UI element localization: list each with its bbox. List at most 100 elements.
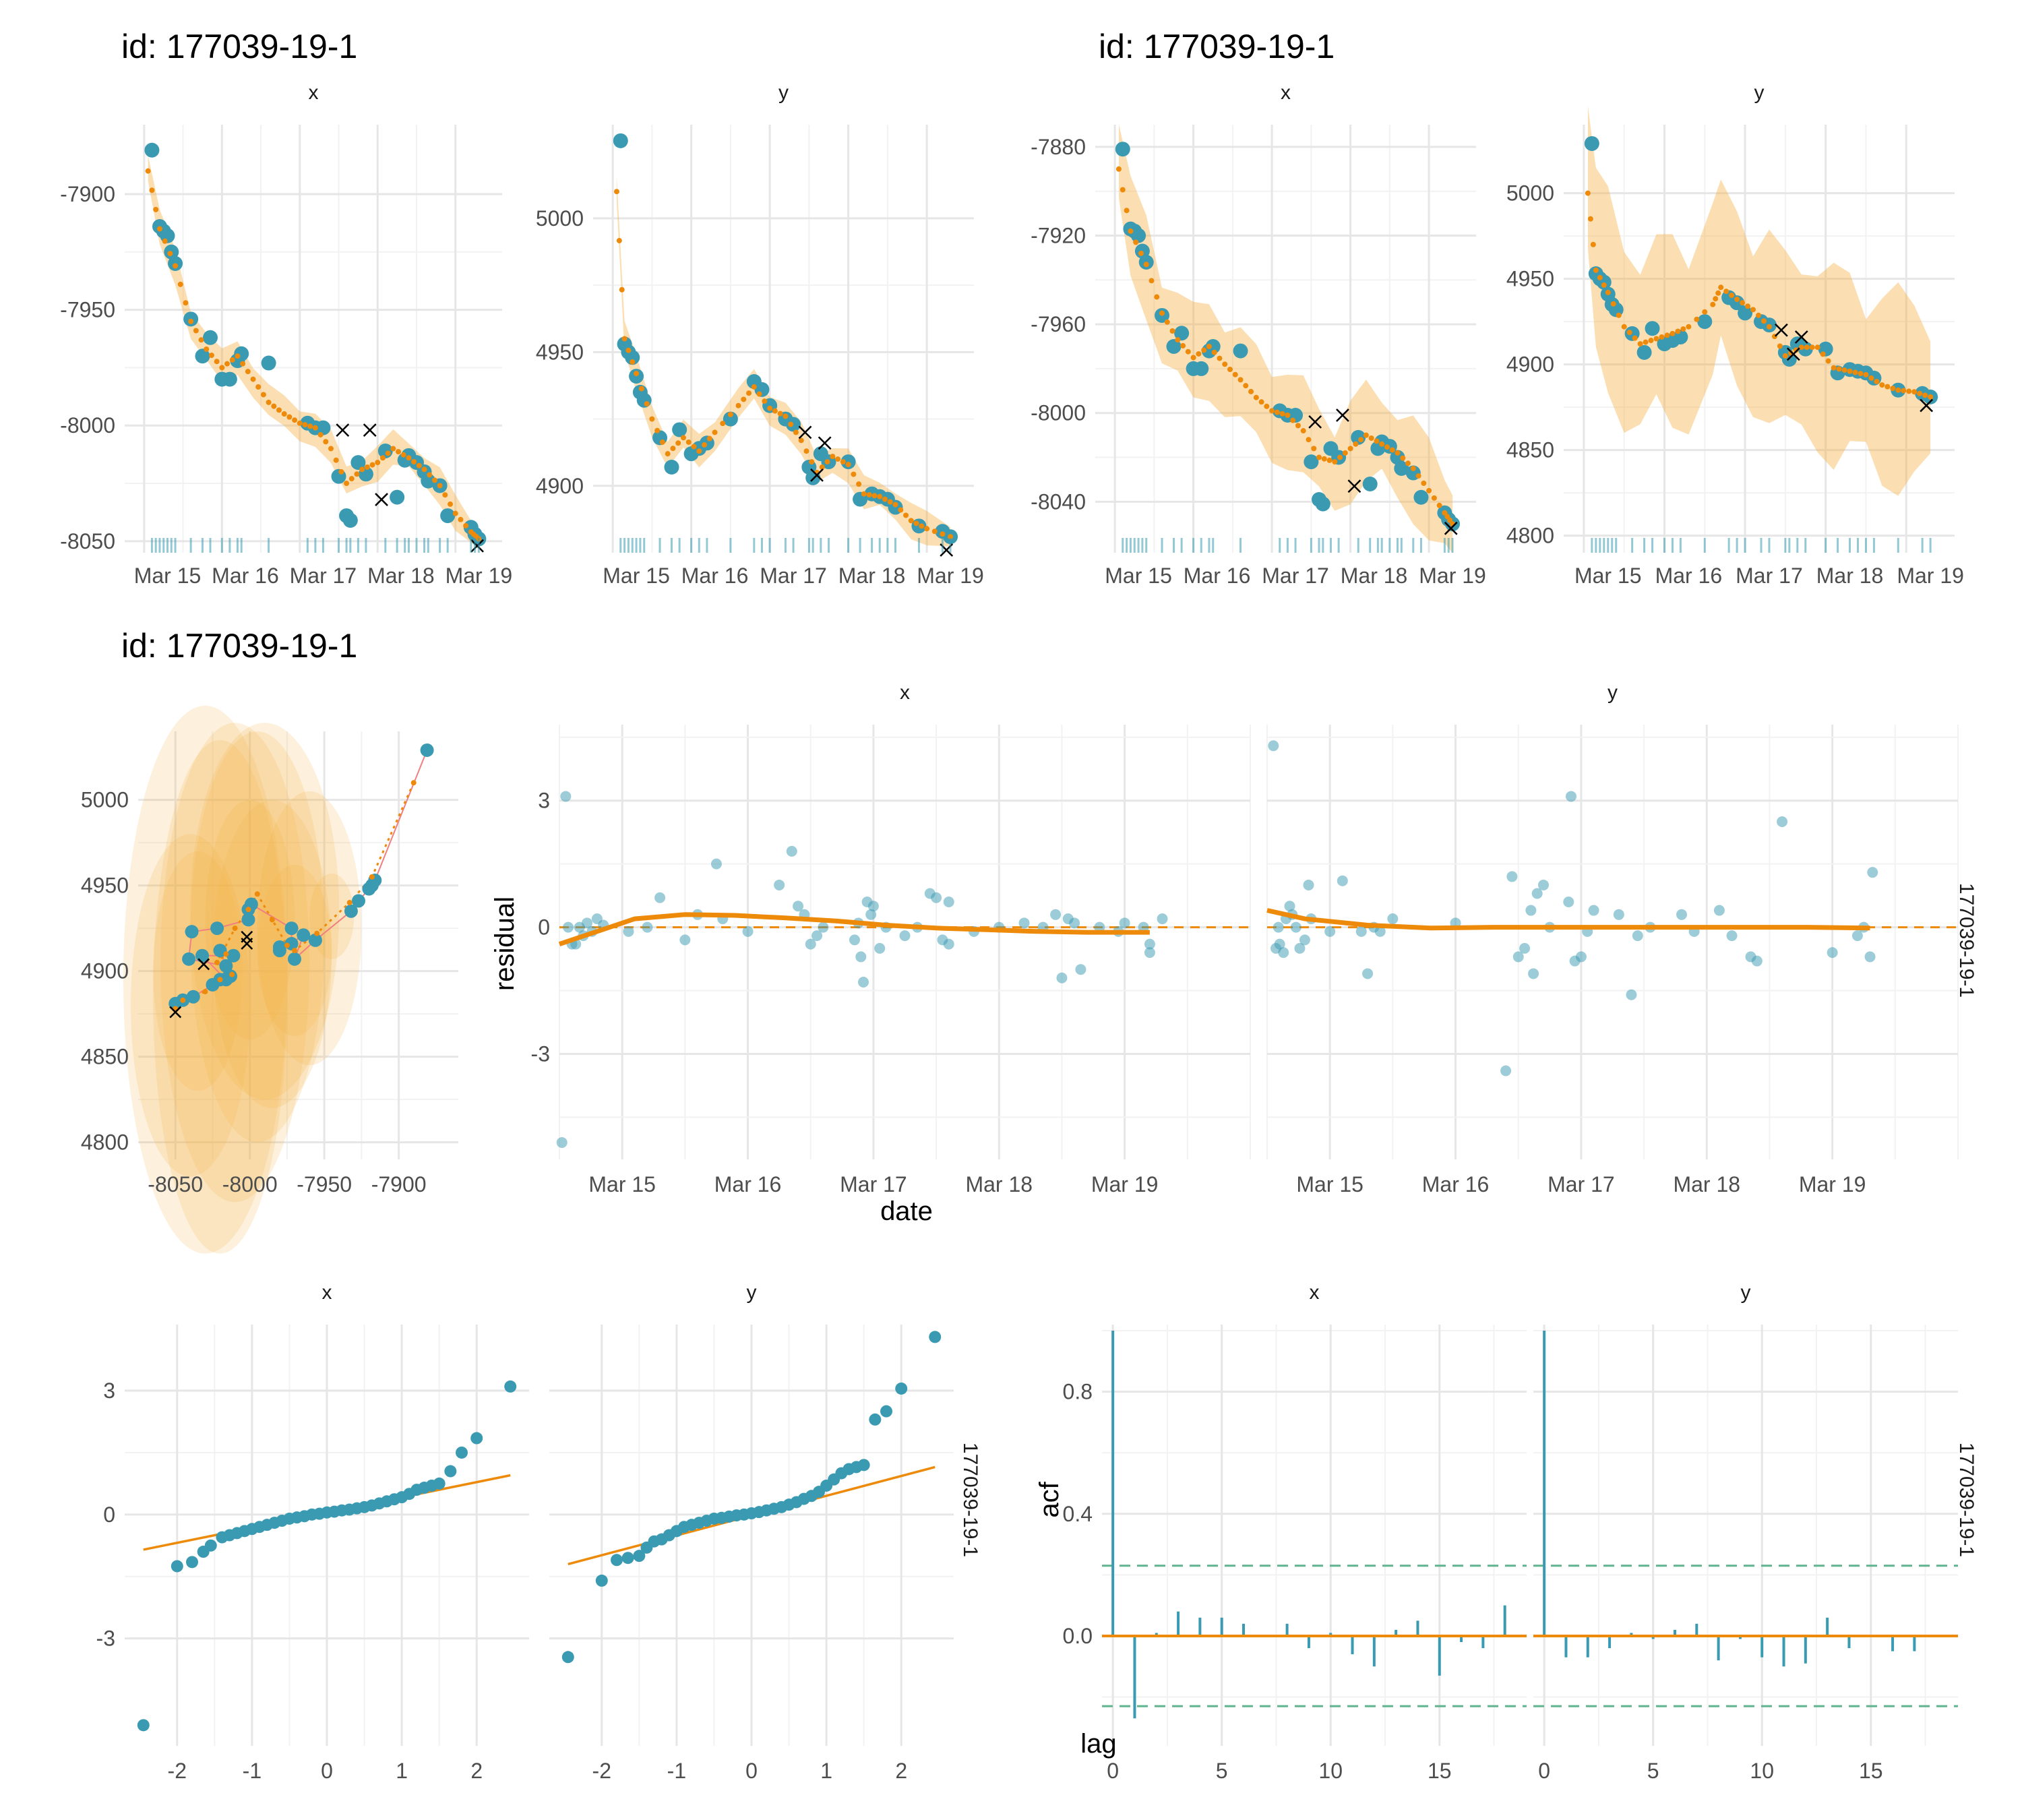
fit-y-a-fitted-point bbox=[940, 531, 946, 537]
qq-y-x-tick-label: -1 bbox=[667, 1759, 686, 1783]
fit-x-b-fitted-point bbox=[1133, 239, 1139, 245]
track-uncertainty-ellipse bbox=[190, 731, 325, 1143]
fit-y-a-fitted-point bbox=[866, 492, 872, 498]
fit-y-a-observation-point bbox=[672, 422, 687, 437]
fit-x-b-fitted-point bbox=[1316, 454, 1322, 460]
track-observation-point bbox=[219, 959, 233, 973]
fit-y-b-x-tick-label: Mar 18 bbox=[1816, 564, 1884, 588]
acf-y-strip-label: y bbox=[1741, 1281, 1751, 1304]
fit-x-a-fitted-point bbox=[260, 392, 266, 398]
fit-y-b-y-tick-label: 4850 bbox=[1506, 438, 1554, 462]
acf-facet-label: 177039-19-1 bbox=[1955, 1443, 1978, 1557]
fit-x-a-fitted-point bbox=[224, 361, 231, 367]
fit-x-b-x-tick-label: Mar 16 bbox=[1184, 564, 1251, 588]
track-observation-point bbox=[210, 921, 224, 936]
resid-x-residual-point bbox=[865, 909, 877, 920]
fit-y-a-fitted-point bbox=[762, 398, 768, 404]
fit-x-a-fitted-point bbox=[411, 458, 417, 464]
track-fitted-point bbox=[245, 907, 251, 913]
fit-x-a-observation-point bbox=[195, 348, 210, 364]
track-observation-point bbox=[272, 940, 286, 954]
resid-y-residual-point bbox=[1525, 905, 1537, 916]
fit-y-b-fitted-point bbox=[1798, 344, 1804, 351]
fit-y-b-fitted-point bbox=[1906, 388, 1912, 394]
resid-y-residual-point bbox=[1374, 926, 1386, 937]
fit-x-a-fitted-point bbox=[458, 516, 464, 522]
track-x-tick-label: -7950 bbox=[297, 1172, 352, 1196]
acf-y-x-tick-label: 10 bbox=[1750, 1759, 1774, 1783]
resid-x-x-tick-label: Mar 19 bbox=[1091, 1172, 1159, 1196]
qq-y-quantile-point bbox=[633, 1550, 646, 1563]
fit-y-b-fitted-point bbox=[1852, 369, 1858, 375]
fit-x-b-fitted-point bbox=[1274, 409, 1280, 415]
fit-y-b-outlier-marker bbox=[1775, 323, 1788, 337]
fit-y-b-observation-point bbox=[1729, 295, 1745, 311]
fit-x-b-x-tick-label: Mar 17 bbox=[1262, 564, 1329, 588]
fit-x-a-panel: x -7900 -7950 -8000 -8050 Mar 15 Mar 16 Mar 17 M… bbox=[60, 82, 512, 588]
fit-x-a-outlier-marker bbox=[336, 423, 350, 437]
fit-y-a-outlier-marker bbox=[798, 425, 812, 439]
panel-a-title: id: 177039-19-1 bbox=[121, 28, 357, 65]
fit-y-b-fitted-point bbox=[1885, 384, 1891, 390]
fit-x-a-fitted-point bbox=[145, 168, 151, 174]
resid-x-residual-point bbox=[849, 934, 860, 946]
fit-y-a-fitted-point bbox=[634, 371, 640, 377]
fit-y-b-x-tick-label: Mar 19 bbox=[1897, 564, 1964, 588]
fit-x-a-fitted-point bbox=[348, 476, 355, 482]
fit-x-b-outlier-stroke bbox=[1336, 408, 1349, 422]
fit-x-a-x-tick-label: Mar 18 bbox=[367, 564, 435, 588]
resid-x-residual-point bbox=[560, 791, 572, 802]
qq-y-quantile-point bbox=[621, 1552, 634, 1565]
resid-y-residual-point bbox=[1303, 879, 1314, 890]
fit-x-b-x-tick-label: Mar 18 bbox=[1341, 564, 1408, 588]
resid-x-panel: x 3 0 -3 Mar 15 Mar 16 Mar 17 Mar 18 Mar 19 bbox=[531, 681, 1251, 1196]
fit-y-b-fitted-point bbox=[1841, 367, 1847, 373]
qq-x-x-tick-label: 2 bbox=[470, 1759, 483, 1783]
fit-x-b-fitted-point bbox=[1285, 413, 1291, 419]
track-fitted-point bbox=[202, 989, 208, 995]
fit-x-a-fitted-point bbox=[400, 452, 406, 458]
fit-y-a-fitted-point bbox=[751, 384, 757, 390]
fit-x-b-fitted-point bbox=[1169, 328, 1175, 334]
track-observation-point bbox=[186, 990, 200, 1004]
fit-x-b-fitted-point bbox=[1190, 355, 1196, 361]
resid-y-residual-point bbox=[1864, 951, 1876, 963]
fit-x-b-y-tick-label: -7920 bbox=[1031, 224, 1086, 248]
fit-x-b-fitted-point bbox=[1206, 344, 1212, 350]
resid-y-residual-point bbox=[1274, 938, 1285, 950]
fit-y-a-fitted-point bbox=[720, 421, 726, 427]
qq-x-strip-label: x bbox=[322, 1281, 332, 1304]
fit-x-a-fitted-point bbox=[149, 187, 155, 193]
fit-y-a-fitted-point bbox=[767, 405, 773, 411]
fit-x-a-observation-point bbox=[261, 355, 276, 371]
fit-y-b-y-tick-label: 4900 bbox=[1506, 353, 1554, 377]
panel-b-title: id: 177039-19-1 bbox=[1099, 28, 1335, 65]
fit-x-a-fitted-point bbox=[364, 464, 370, 470]
fit-y-b-fitted-point bbox=[1868, 375, 1874, 381]
qq-y-x-tick-label: 1 bbox=[820, 1759, 832, 1783]
resid-y-residual-point bbox=[1519, 942, 1531, 954]
resid-x-residual-point bbox=[642, 921, 653, 933]
fit-y-b-fitted-point bbox=[1750, 307, 1756, 313]
fit-y-a-x-tick-label: Mar 18 bbox=[838, 564, 906, 588]
fit-y-a-strip-label: y bbox=[778, 82, 789, 104]
fit-x-b-outlier-stroke bbox=[1444, 521, 1458, 535]
qq-y-quantile-point bbox=[869, 1413, 882, 1426]
qq-x-x-tick-label: 0 bbox=[321, 1759, 333, 1783]
fit-x-b-fitted-point bbox=[1347, 446, 1353, 452]
resid-x-residual-point bbox=[563, 921, 574, 933]
fit-x-b-fitted-point bbox=[1154, 294, 1160, 300]
fit-x-a-fitted-point bbox=[307, 423, 313, 429]
fit-x-a-observation-point bbox=[144, 142, 160, 158]
fit-x-b-fitted-point bbox=[1415, 473, 1421, 479]
acf-x-x-tick-label: 5 bbox=[1216, 1759, 1228, 1783]
fit-x-b-observation-point bbox=[1205, 339, 1221, 355]
fit-y-b-fitted-point bbox=[1917, 390, 1923, 396]
fit-y-a-confidence-band bbox=[616, 176, 951, 547]
fit-x-b-fitted-point bbox=[1143, 262, 1149, 268]
fit-y-a-fitted-point bbox=[919, 523, 925, 529]
fit-y-a-outlier-stroke bbox=[798, 425, 812, 439]
fit-y-a-fitted-point bbox=[835, 456, 841, 462]
fit-x-b-x-tick-label: Mar 15 bbox=[1105, 564, 1172, 588]
